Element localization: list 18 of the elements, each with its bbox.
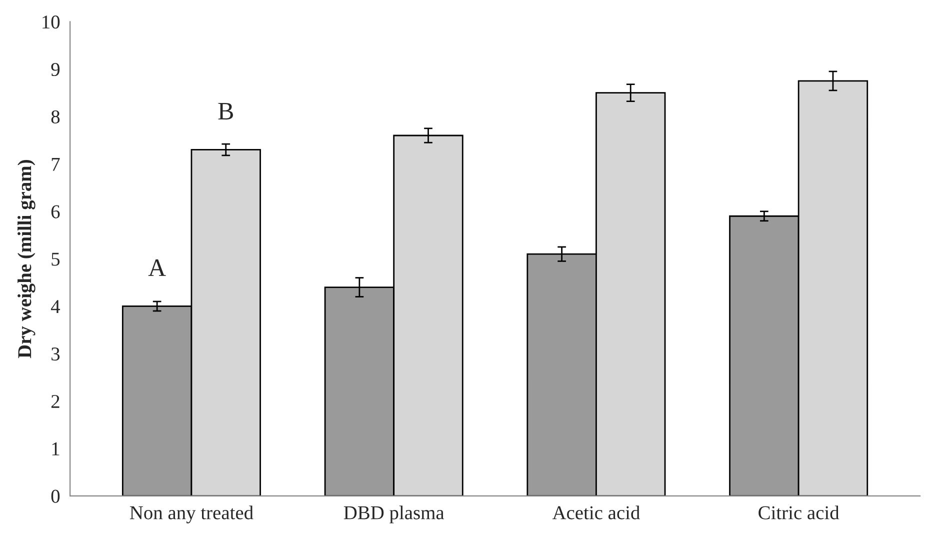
y-tick-label: 5	[52, 252, 60, 266]
x-tick-label: Non any treated	[130, 506, 254, 524]
y-tick-label: 4	[50, 300, 60, 313]
y-tick-label: 6	[51, 205, 60, 218]
y-tick-label: 8	[51, 110, 60, 124]
x-tick-label: Citric acid	[758, 506, 840, 520]
y-tick-label: 3	[52, 348, 60, 361]
y-tick-label: 0	[51, 490, 60, 503]
annotation: A	[148, 259, 166, 276]
y-tick-label: 9	[51, 62, 60, 76]
y-tick-label: 2	[51, 394, 60, 408]
y-tick-label: 10	[42, 15, 60, 29]
annotation: B	[218, 103, 233, 120]
y-axis-title: Dry weighe (milli gram)	[18, 160, 36, 358]
y-tick-label: 1	[52, 442, 60, 456]
x-tick-label: DBD plasma	[344, 506, 444, 524]
y-tick-label: 7	[52, 158, 60, 171]
x-tick-label: Acetic acid	[552, 506, 640, 520]
